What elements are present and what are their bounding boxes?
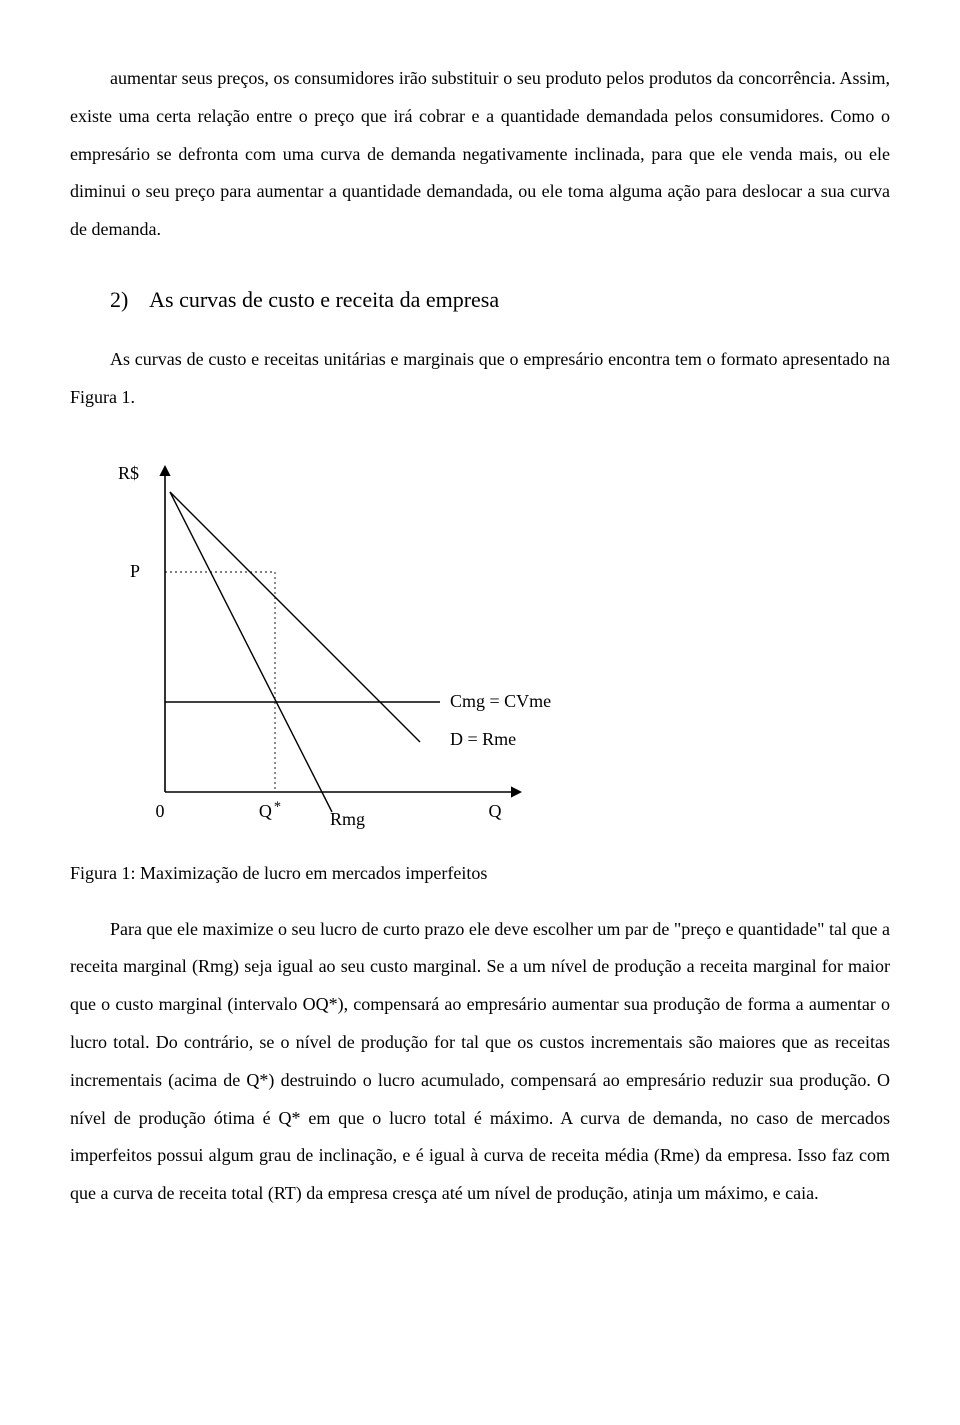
paragraph-analysis: Para que ele maximize o seu lucro de cur… [70, 911, 890, 1213]
svg-text:Q: Q [489, 801, 502, 821]
paragraph-intro: aumentar seus preços, os consumidores ir… [70, 60, 890, 249]
figure-caption: Figura 1: Maximização de lucro em mercad… [70, 855, 890, 893]
svg-text:D = Rme: D = Rme [450, 729, 516, 749]
heading-number: 2) [110, 287, 128, 312]
svg-text:Rmg: Rmg [330, 809, 365, 829]
svg-text:0: 0 [156, 801, 165, 821]
svg-text:P: P [130, 561, 140, 581]
svg-text:R$: R$ [118, 463, 139, 483]
heading-text: As curvas de custo e receita da empresa [149, 287, 499, 312]
svg-text:Q*: Q* [259, 799, 281, 821]
paragraph-after-heading: As curvas de custo e receitas unitárias … [70, 341, 890, 417]
svg-text:Cmg = CVme: Cmg = CVme [450, 691, 551, 711]
economics-diagram-svg: R$ P Cmg = CVme D = Rme 0 Q* Q Rmg [70, 447, 630, 847]
section-heading: 2) As curvas de custo e receita da empre… [70, 277, 890, 323]
figure-1: R$ P Cmg = CVme D = Rme 0 Q* Q Rmg [70, 447, 890, 847]
